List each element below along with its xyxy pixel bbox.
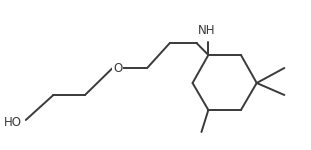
Text: HO: HO <box>4 116 22 129</box>
Text: O: O <box>113 61 122 75</box>
Text: NH: NH <box>197 24 215 36</box>
